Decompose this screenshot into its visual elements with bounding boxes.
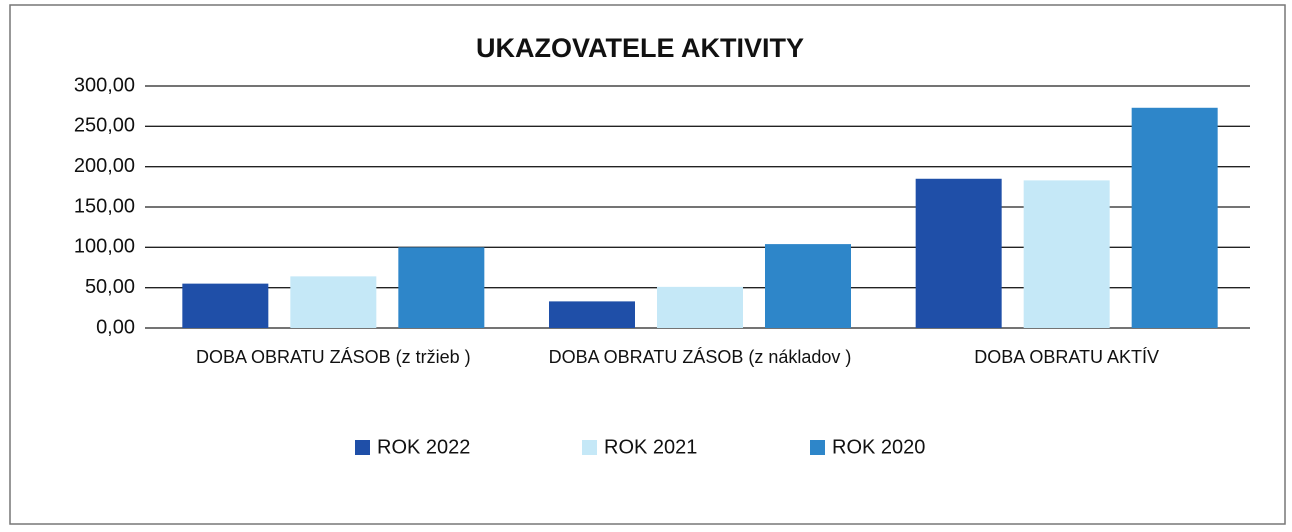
bar: [398, 247, 485, 328]
bar: [549, 301, 635, 328]
bar: [1023, 180, 1110, 328]
legend-label: ROK 2021: [604, 436, 697, 458]
x-tick-label: DOBA OBRATU AKTÍV: [974, 347, 1160, 367]
legend-swatch: [582, 440, 597, 455]
bar: [182, 283, 269, 328]
y-tick-label: 300,00: [74, 74, 135, 96]
legend-label: ROK 2020: [832, 436, 925, 458]
bar: [915, 178, 1002, 328]
bar: [290, 276, 377, 328]
legend-swatch: [355, 440, 370, 455]
x-tick-label: DOBA OBRATU ZÁSOB (z nákladov ): [548, 347, 852, 367]
y-tick-label: 150,00: [74, 195, 135, 217]
y-tick-label: 0,00: [96, 316, 135, 338]
bar: [657, 286, 743, 328]
y-tick-label: 100,00: [74, 236, 135, 258]
legend-swatch: [810, 440, 825, 455]
legend-label: ROK 2022: [377, 436, 470, 458]
y-tick-label: 250,00: [74, 115, 135, 137]
bar: [765, 244, 851, 328]
y-tick-label: 200,00: [74, 155, 135, 177]
bar: [1131, 107, 1218, 328]
x-tick-label: DOBA OBRATU ZÁSOB (z tržieb ): [195, 347, 471, 367]
y-tick-label: 50,00: [85, 276, 135, 298]
chart-title: UKAZOVATELE AKTIVITY: [476, 33, 804, 63]
